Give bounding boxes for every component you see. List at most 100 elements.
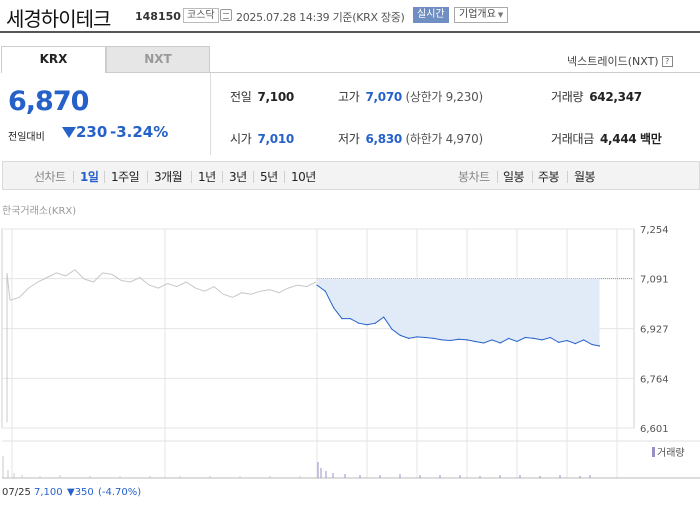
price-point [474, 340, 476, 343]
price-point [558, 341, 560, 343]
volume-legend: 거래량 [652, 444, 685, 459]
prev-date: 07/25 [2, 487, 31, 498]
stat-value: 4,444 [599, 132, 637, 146]
down-arrow-icon [62, 127, 76, 138]
candle-daily[interactable]: 일봉 [503, 170, 525, 184]
price-point [349, 318, 351, 320]
nextrade-info: 넥스트레이드(NXT)? [567, 53, 673, 69]
price-point [533, 337, 535, 339]
separator [532, 171, 533, 183]
stat-volume: 거래량 642,347 [551, 88, 642, 105]
candle-monthly[interactable]: 월봉 [574, 170, 596, 184]
candle-chart-label[interactable]: 봉차트 [458, 170, 490, 184]
line-chart-label[interactable]: 선차트 [34, 170, 66, 184]
separator [284, 171, 285, 183]
price-divider [210, 73, 211, 155]
stat-value: 642,347 [589, 90, 642, 104]
y-tick-label: 6,764 [640, 374, 669, 385]
help-icon[interactable]: ? [661, 56, 673, 67]
stat-value: 7,070 [365, 90, 402, 104]
volume-legend-label: 거래량 [657, 448, 685, 459]
tab-krx[interactable]: KRX [1, 46, 106, 73]
price-point [591, 343, 593, 346]
price-point [566, 339, 568, 342]
period-1y[interactable]: 1년 [198, 170, 216, 184]
price-point [374, 322, 376, 324]
price-point [391, 328, 393, 330]
stat-high: 고가 7,070 (상한가 9,230) [338, 88, 483, 105]
prev-change-pct: (-4.70%) [98, 487, 142, 498]
price-point [449, 339, 451, 342]
price-point [416, 336, 418, 338]
separator [104, 171, 105, 183]
lower-limit: (하한가 4,970) [405, 132, 483, 146]
change-percent: -3.24% [110, 123, 169, 141]
price-point [524, 336, 526, 339]
upper-limit: (상한가 9,230) [405, 90, 483, 104]
price-point [316, 284, 318, 286]
prev-change: ▼350 [67, 487, 94, 498]
candle-weekly[interactable]: 주봉 [538, 170, 560, 184]
stat-value: 7,010 [257, 132, 294, 146]
prev-close: 7,100 [34, 487, 63, 498]
realtime-button[interactable]: 실시간 [413, 7, 449, 23]
company-name: 세경하이테크 [6, 7, 111, 31]
price-point [366, 324, 368, 326]
market-badge: 코스닥 [183, 8, 219, 23]
stat-unit: 백만 [639, 132, 662, 146]
stat-turnover: 거래대금 4,444 백만 [551, 130, 662, 147]
separator [222, 171, 223, 183]
period-3m[interactable]: 3개월 [154, 170, 183, 184]
stat-open: 시가 7,010 [230, 130, 294, 147]
stat-label: 전일 [230, 90, 252, 104]
timestamp: 2025.07.28 14:39 기준(KRX 장중) [236, 11, 405, 24]
stat-low: 저가 6,830 (하한가 4,970) [338, 130, 483, 147]
company-overview-label: 기업개요 [459, 9, 496, 20]
separator [567, 171, 568, 183]
stat-label: 거래량 [551, 90, 584, 104]
stat-label: 저가 [338, 132, 360, 146]
change-label: 전일대비 [8, 132, 45, 143]
y-tick-label: 6,601 [640, 424, 669, 435]
separator [191, 171, 192, 183]
y-tick-label: 7,091 [640, 275, 669, 286]
stat-value: 7,100 [257, 90, 294, 104]
period-1w[interactable]: 1주일 [111, 170, 140, 184]
separator [497, 171, 498, 183]
price-point [541, 339, 543, 341]
price-point [424, 336, 426, 339]
prev-day-spike [6, 272, 11, 423]
clock-icon [220, 9, 232, 21]
tab-nxt[interactable]: NXT [106, 46, 210, 73]
change-amount: 230 [76, 123, 108, 141]
price-point [516, 340, 518, 343]
prev-day-line [9, 269, 317, 301]
stat-label: 거래대금 [551, 132, 594, 146]
price-point [383, 316, 385, 318]
separator [253, 171, 254, 183]
price-point [341, 318, 343, 320]
price-chart[interactable]: 7,2547,0916,9276,7646,60107/2810:0011:00… [0, 215, 700, 487]
tab-divider [210, 72, 700, 73]
period-5y[interactable]: 5년 [260, 170, 278, 184]
price-point [408, 337, 410, 339]
company-overview-dropdown[interactable]: 기업개요 ▼ [454, 7, 509, 23]
y-tick-label: 7,254 [640, 225, 669, 236]
decline-area [317, 278, 600, 346]
y-tick-label: 6,927 [640, 325, 669, 336]
separator [147, 171, 148, 183]
price-point [333, 307, 335, 309]
price-point [324, 290, 326, 292]
volume-swatch [652, 447, 655, 457]
period-3y[interactable]: 3년 [229, 170, 247, 184]
price-point [466, 339, 468, 341]
price-point [583, 339, 585, 341]
data-source: 한국거래소(KRX) [2, 206, 77, 217]
stat-value: 6,830 [365, 132, 402, 146]
price-point [441, 339, 443, 341]
stat-label: 고가 [338, 90, 360, 104]
separator [73, 171, 74, 183]
stock-code: 148150 [135, 10, 181, 23]
period-10y[interactable]: 10년 [291, 170, 316, 184]
period-1d[interactable]: 1일 [80, 170, 99, 184]
